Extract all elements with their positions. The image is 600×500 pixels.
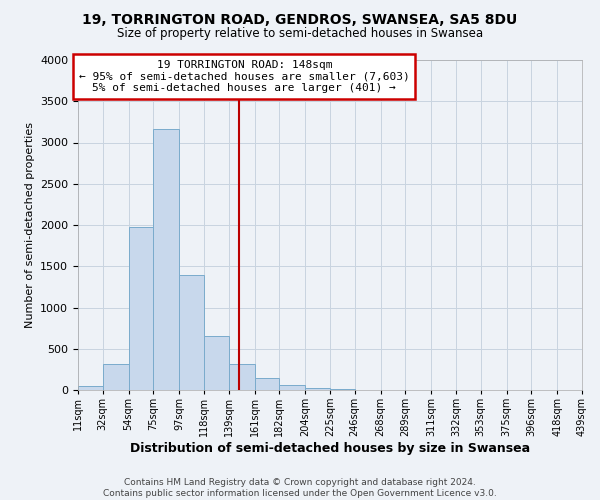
Y-axis label: Number of semi-detached properties: Number of semi-detached properties [25,122,35,328]
Bar [179,274,204,390]
Bar [305,388,330,390]
Bar [330,389,355,390]
Text: 19 TORRINGTON ROAD: 148sqm
← 95% of semi-detached houses are smaller (7,603)
5% : 19 TORRINGTON ROAD: 148sqm ← 95% of semi… [79,60,410,93]
Bar [128,226,154,390]
Bar [204,336,229,390]
Text: Size of property relative to semi-detached houses in Swansea: Size of property relative to semi-detach… [117,28,483,40]
Text: 19, TORRINGTON ROAD, GENDROS, SWANSEA, SA5 8DU: 19, TORRINGTON ROAD, GENDROS, SWANSEA, S… [82,12,518,26]
Bar [280,385,305,390]
Bar [154,130,179,390]
Bar [229,364,254,390]
Bar [254,378,280,390]
Bar [78,386,103,390]
X-axis label: Distribution of semi-detached houses by size in Swansea: Distribution of semi-detached houses by … [130,442,530,455]
Bar [103,364,128,390]
Text: Contains HM Land Registry data © Crown copyright and database right 2024.
Contai: Contains HM Land Registry data © Crown c… [103,478,497,498]
